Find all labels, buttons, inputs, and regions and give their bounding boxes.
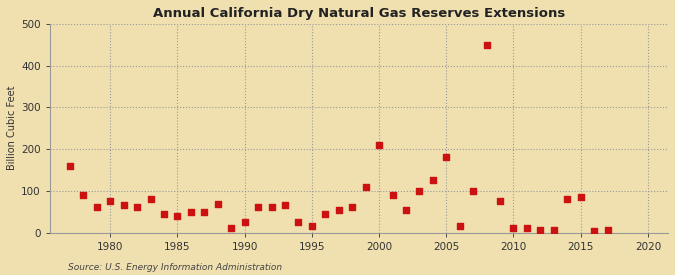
Point [481, 43, 492, 47]
Point [495, 199, 506, 204]
Text: Source: U.S. Energy Information Administration: Source: U.S. Energy Information Administ… [68, 263, 281, 272]
Point [266, 205, 277, 210]
Point [105, 199, 115, 204]
Point [78, 193, 89, 197]
Point [145, 197, 156, 201]
Point [575, 195, 586, 199]
Point [522, 226, 533, 230]
Point [91, 204, 102, 209]
Point [226, 226, 237, 230]
Point [360, 185, 371, 189]
Point [118, 203, 129, 208]
Point [454, 224, 465, 229]
Point [589, 229, 599, 233]
Point [468, 189, 479, 193]
Point [239, 220, 250, 224]
Y-axis label: Billion Cubic Feet: Billion Cubic Feet [7, 86, 17, 170]
Point [347, 205, 358, 210]
Point [562, 197, 572, 201]
Point [306, 224, 317, 229]
Point [400, 207, 411, 212]
Point [213, 202, 223, 206]
Point [279, 203, 290, 208]
Point [508, 226, 519, 230]
Title: Annual California Dry Natural Gas Reserves Extensions: Annual California Dry Natural Gas Reserv… [153, 7, 565, 20]
Point [602, 228, 613, 233]
Point [535, 228, 546, 233]
Point [65, 164, 76, 168]
Point [186, 210, 196, 214]
Point [548, 228, 559, 233]
Point [132, 205, 142, 210]
Point [320, 211, 331, 216]
Point [199, 210, 210, 214]
Point [374, 143, 385, 147]
Point [333, 207, 344, 212]
Point [293, 220, 304, 224]
Point [172, 214, 183, 218]
Point [441, 155, 452, 160]
Point [387, 193, 398, 197]
Point [252, 205, 263, 210]
Point [414, 189, 425, 193]
Point [427, 178, 438, 183]
Point [159, 211, 169, 216]
